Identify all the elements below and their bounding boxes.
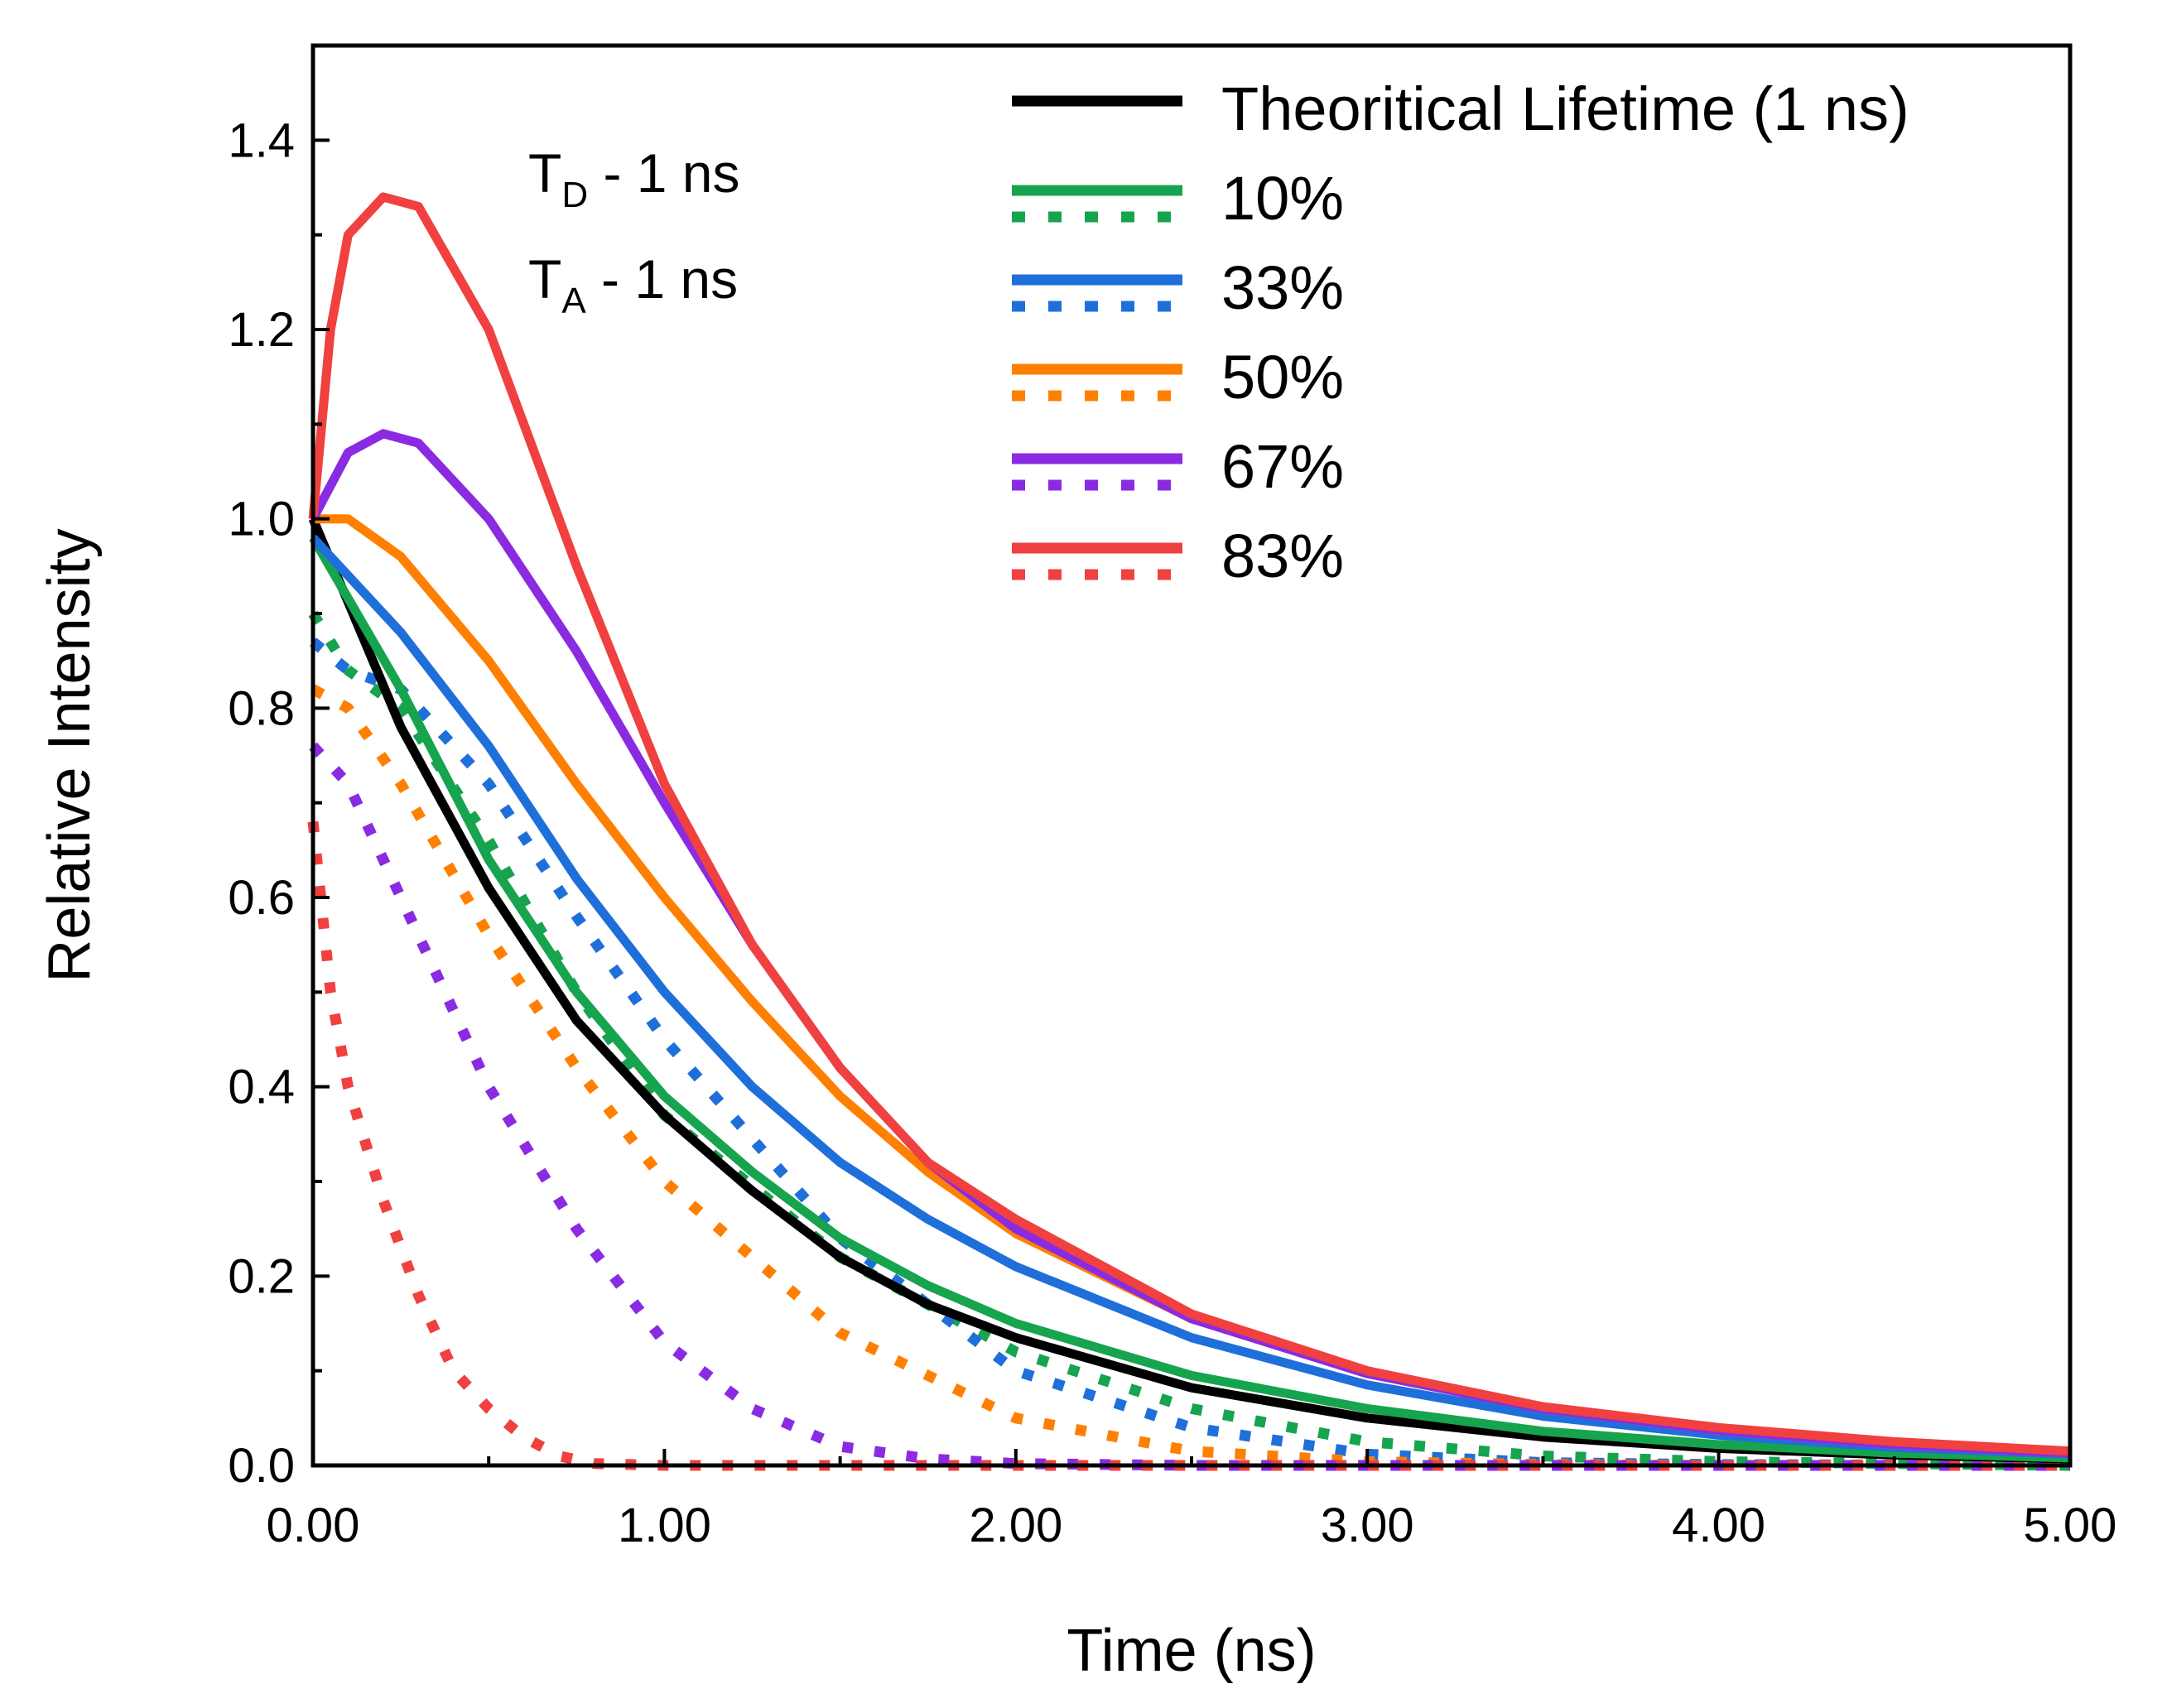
- legend-label: 83%: [1221, 522, 1344, 590]
- annotation-label: TA - 1 ns: [528, 248, 738, 321]
- x-axis-title: Time (ns): [1067, 1618, 1316, 1684]
- legend-label: 50%: [1221, 343, 1344, 411]
- y-tick-label: 0.8: [228, 681, 295, 735]
- y-tick-label: 1.0: [228, 493, 295, 546]
- series-line-9: [308, 192, 2071, 1456]
- x-tick-label: 2.00: [969, 1499, 1062, 1552]
- series-line-1: [309, 535, 2071, 1463]
- y-tick-label: 0.4: [228, 1061, 295, 1114]
- plot-frame: [311, 43, 2073, 1468]
- x-tick-label: 1.00: [618, 1499, 711, 1552]
- x-tick-label: 5.00: [2024, 1499, 2117, 1552]
- annotations: TD - 1 ns TA - 1 ns: [528, 142, 740, 321]
- series-line-8: [309, 742, 2070, 1471]
- y-axis-title: Relative Intensity: [36, 528, 103, 982]
- y-tick-label: 0.6: [228, 871, 295, 925]
- y-tick-label: 0.2: [228, 1249, 295, 1303]
- legend-label: 33%: [1221, 253, 1344, 322]
- x-tick-label: 3.00: [1321, 1499, 1414, 1552]
- axes-layer: [311, 43, 2073, 1468]
- legend-label: Theoritical Lifetime (1 ns): [1221, 75, 1909, 143]
- x-tick-label: 0.00: [267, 1499, 360, 1552]
- series-layer: [307, 192, 2071, 1471]
- y-tick-label: 1.4: [228, 113, 295, 167]
- x-tick-label: 4.00: [1672, 1499, 1765, 1552]
- series-line-6: [310, 684, 2070, 1471]
- series-line-3: [309, 534, 2071, 1459]
- series-line-7: [309, 429, 2071, 1458]
- legend-label: 67%: [1221, 432, 1344, 501]
- ticks-layer: 0.00 1.00 2.00 3.00 4.00 5.00 0.0 0.2 0.4 0.6 0.8 1…: [228, 44, 2117, 1552]
- y-tick-label: 1.2: [228, 303, 295, 357]
- legend-label: 10%: [1221, 164, 1344, 233]
- legend: Theoritical Lifetime (1 ns) 10% 33% 50% 67% 8…: [1012, 75, 1909, 590]
- annotation-label: TD - 1 ns: [528, 142, 740, 215]
- y-tick-label: 0.0: [228, 1439, 295, 1493]
